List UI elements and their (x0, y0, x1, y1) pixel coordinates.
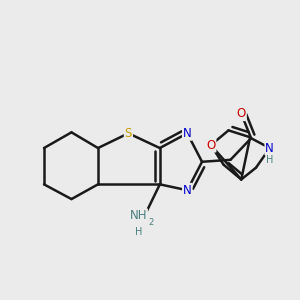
Text: NH: NH (130, 209, 147, 222)
Text: O: O (237, 107, 246, 120)
Text: S: S (125, 127, 132, 140)
Text: H: H (134, 227, 142, 237)
Text: N: N (266, 142, 274, 154)
Text: N: N (183, 184, 192, 197)
Text: N: N (183, 127, 192, 140)
Text: 2: 2 (148, 218, 154, 227)
Text: O: O (206, 139, 215, 152)
Text: H: H (266, 155, 273, 165)
